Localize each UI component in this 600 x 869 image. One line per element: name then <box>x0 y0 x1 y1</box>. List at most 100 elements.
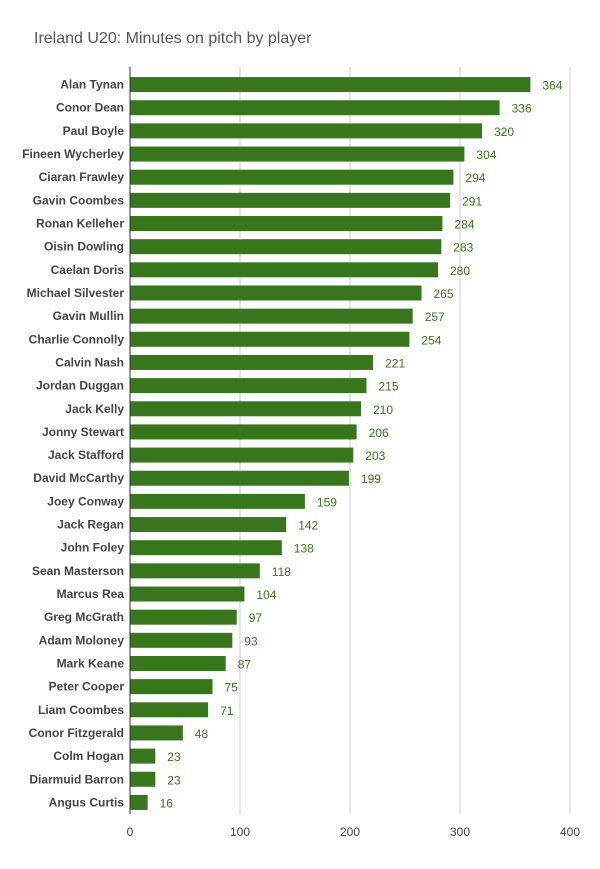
bar <box>130 192 451 208</box>
category-label: Oisin Dowling <box>44 240 124 254</box>
bar <box>130 216 443 232</box>
bar <box>130 100 500 116</box>
bar <box>130 470 349 486</box>
data-label: 284 <box>454 218 474 232</box>
data-label: 304 <box>476 148 496 162</box>
bar <box>130 563 260 579</box>
bar <box>130 77 531 93</box>
category-label: Diarmuid Barron <box>29 772 124 786</box>
category-label: Fineen Wycherley <box>22 147 124 161</box>
data-label: 118 <box>272 565 291 579</box>
data-label: 291 <box>462 194 482 208</box>
data-label: 210 <box>373 403 393 417</box>
data-label: 265 <box>434 287 454 301</box>
data-label: 257 <box>425 310 445 324</box>
bar <box>130 586 245 602</box>
category-label: Liam Coombes <box>38 703 124 717</box>
data-label: 320 <box>494 125 514 139</box>
category-label: Jordan Duggan <box>36 379 124 393</box>
category-label: Jack Kelly <box>65 402 124 416</box>
bar <box>130 447 354 463</box>
category-label: Alan Tynan <box>60 78 124 92</box>
bar <box>130 702 209 718</box>
bar <box>130 632 233 648</box>
x-tick-label: 0 <box>127 825 134 839</box>
data-label: 97 <box>249 611 263 625</box>
data-label: 283 <box>453 241 473 255</box>
data-label: 199 <box>361 472 381 486</box>
bar <box>130 493 305 509</box>
data-label: 142 <box>298 519 318 533</box>
category-label: Adam Moloney <box>39 633 125 647</box>
bar <box>130 679 213 695</box>
data-label: 206 <box>369 426 389 440</box>
bar <box>130 239 442 255</box>
data-label: 364 <box>542 79 562 93</box>
data-label: 254 <box>421 333 441 347</box>
bar <box>130 794 148 810</box>
bar <box>130 169 454 185</box>
category-label: Conor Dean <box>56 101 124 115</box>
bar <box>130 123 482 139</box>
x-tick-label: 200 <box>340 825 360 839</box>
data-label: 87 <box>238 657 252 671</box>
data-label: 159 <box>317 495 337 509</box>
category-label: Sean Masterson <box>32 564 124 578</box>
bar <box>130 748 156 764</box>
bar <box>130 285 422 301</box>
bar <box>130 609 237 625</box>
data-label: 16 <box>160 796 174 810</box>
category-label: David McCarthy <box>33 471 124 485</box>
category-label: Gavin Coombes <box>33 193 125 207</box>
data-label: 48 <box>195 727 209 741</box>
bar <box>130 771 156 787</box>
category-label: Caelan Doris <box>51 263 125 277</box>
data-label: 280 <box>450 264 470 278</box>
category-label: Conor Fitzgerald <box>29 726 124 740</box>
bar <box>130 424 357 440</box>
x-tick-label: 100 <box>230 825 250 839</box>
category-label: Gavin Mullin <box>53 309 124 323</box>
data-label: 336 <box>512 102 532 116</box>
category-label: Ronan Kelleher <box>36 217 124 231</box>
data-label: 221 <box>385 356 405 370</box>
category-label: Michael Silvester <box>27 286 125 300</box>
data-label: 294 <box>465 171 485 185</box>
category-label: Joey Conway <box>47 494 124 508</box>
bar <box>130 517 287 533</box>
category-label: Marcus Rea <box>57 587 125 601</box>
category-label: Calvin Nash <box>55 355 124 369</box>
chart-title: Ireland U20: Minutes on pitch by player <box>34 30 312 47</box>
category-label: Peter Cooper <box>49 680 125 694</box>
bar <box>130 725 183 741</box>
bar <box>130 146 465 162</box>
category-label: Jack Regan <box>57 518 124 532</box>
category-label: Ciaran Frawley <box>39 170 125 184</box>
data-label: 215 <box>379 380 399 394</box>
category-label: Greg McGrath <box>44 610 124 624</box>
data-label: 23 <box>167 750 181 764</box>
data-label: 93 <box>244 634 258 648</box>
bar <box>130 655 226 671</box>
data-label: 138 <box>294 542 314 556</box>
category-label: Charlie Connolly <box>29 332 125 346</box>
data-label: 71 <box>220 704 234 718</box>
category-label: John Foley <box>61 541 125 555</box>
data-label: 75 <box>225 681 239 695</box>
category-label: Jonny Stewart <box>42 425 124 439</box>
category-label: Angus Curtis <box>49 795 125 809</box>
category-label: Paul Boyle <box>63 124 125 138</box>
category-label: Jack Stafford <box>48 448 124 462</box>
x-tick-label: 300 <box>450 825 470 839</box>
bar <box>130 401 361 417</box>
bar <box>130 378 367 394</box>
category-label: Colm Hogan <box>53 749 124 763</box>
bar <box>130 540 282 556</box>
bar <box>130 308 413 324</box>
bar <box>130 331 410 347</box>
x-tick-label: 400 <box>560 825 580 839</box>
data-label: 203 <box>365 449 385 463</box>
data-label: 23 <box>167 773 181 787</box>
category-label: Mark Keane <box>57 656 125 670</box>
